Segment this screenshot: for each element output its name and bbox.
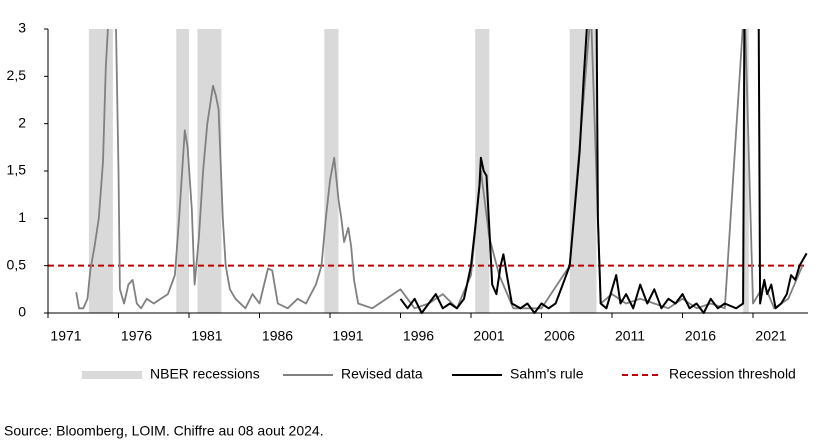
recession-band bbox=[475, 29, 490, 313]
x-tick-label: 1976 bbox=[121, 328, 152, 344]
recession-band bbox=[197, 29, 222, 313]
y-tick-label: 2,5 bbox=[7, 67, 27, 83]
x-tick-label: 2006 bbox=[544, 328, 575, 344]
y-tick-label: 0,5 bbox=[7, 256, 27, 272]
y-tick-label: 0 bbox=[18, 304, 26, 320]
series-line bbox=[75, 29, 804, 310]
x-tick-label: 1971 bbox=[50, 328, 81, 344]
y-tick-label: 1,5 bbox=[7, 162, 27, 178]
x-tick-label: 2021 bbox=[755, 328, 786, 344]
y-tick-label: 2 bbox=[18, 114, 26, 130]
x-tick-label: 2001 bbox=[473, 328, 504, 344]
legend: NBER recessions Revised data Sahm's rule Re… bbox=[82, 366, 796, 382]
y-tick-label: 3 bbox=[18, 20, 26, 36]
legend-label: Revised data bbox=[341, 366, 423, 382]
plot-area bbox=[48, 29, 808, 314]
x-tick-label: 2011 bbox=[615, 328, 645, 344]
y-tick-label: 1 bbox=[18, 209, 26, 225]
series-line bbox=[399, 29, 808, 314]
axes: 0 0,5 1 1,5 2 2,5 3 1971 1976 1981 1986 1991 1996 200… bbox=[7, 20, 808, 344]
legend-label: Sahm's rule bbox=[510, 366, 584, 382]
x-tick-label: 1996 bbox=[403, 328, 434, 344]
x-tick-label: 1981 bbox=[191, 328, 222, 344]
x-tick-label: 1991 bbox=[332, 328, 363, 344]
legend-label: NBER recessions bbox=[150, 366, 260, 382]
x-tick-label: 1986 bbox=[262, 328, 293, 344]
x-tick-label: 2016 bbox=[685, 328, 716, 344]
source-note: Source: Bloomberg, LOIM. Chiffre au 08 a… bbox=[4, 423, 324, 439]
legend-label: Recession threshold bbox=[669, 366, 796, 382]
recession-band bbox=[743, 29, 749, 313]
recession-band bbox=[88, 29, 113, 313]
